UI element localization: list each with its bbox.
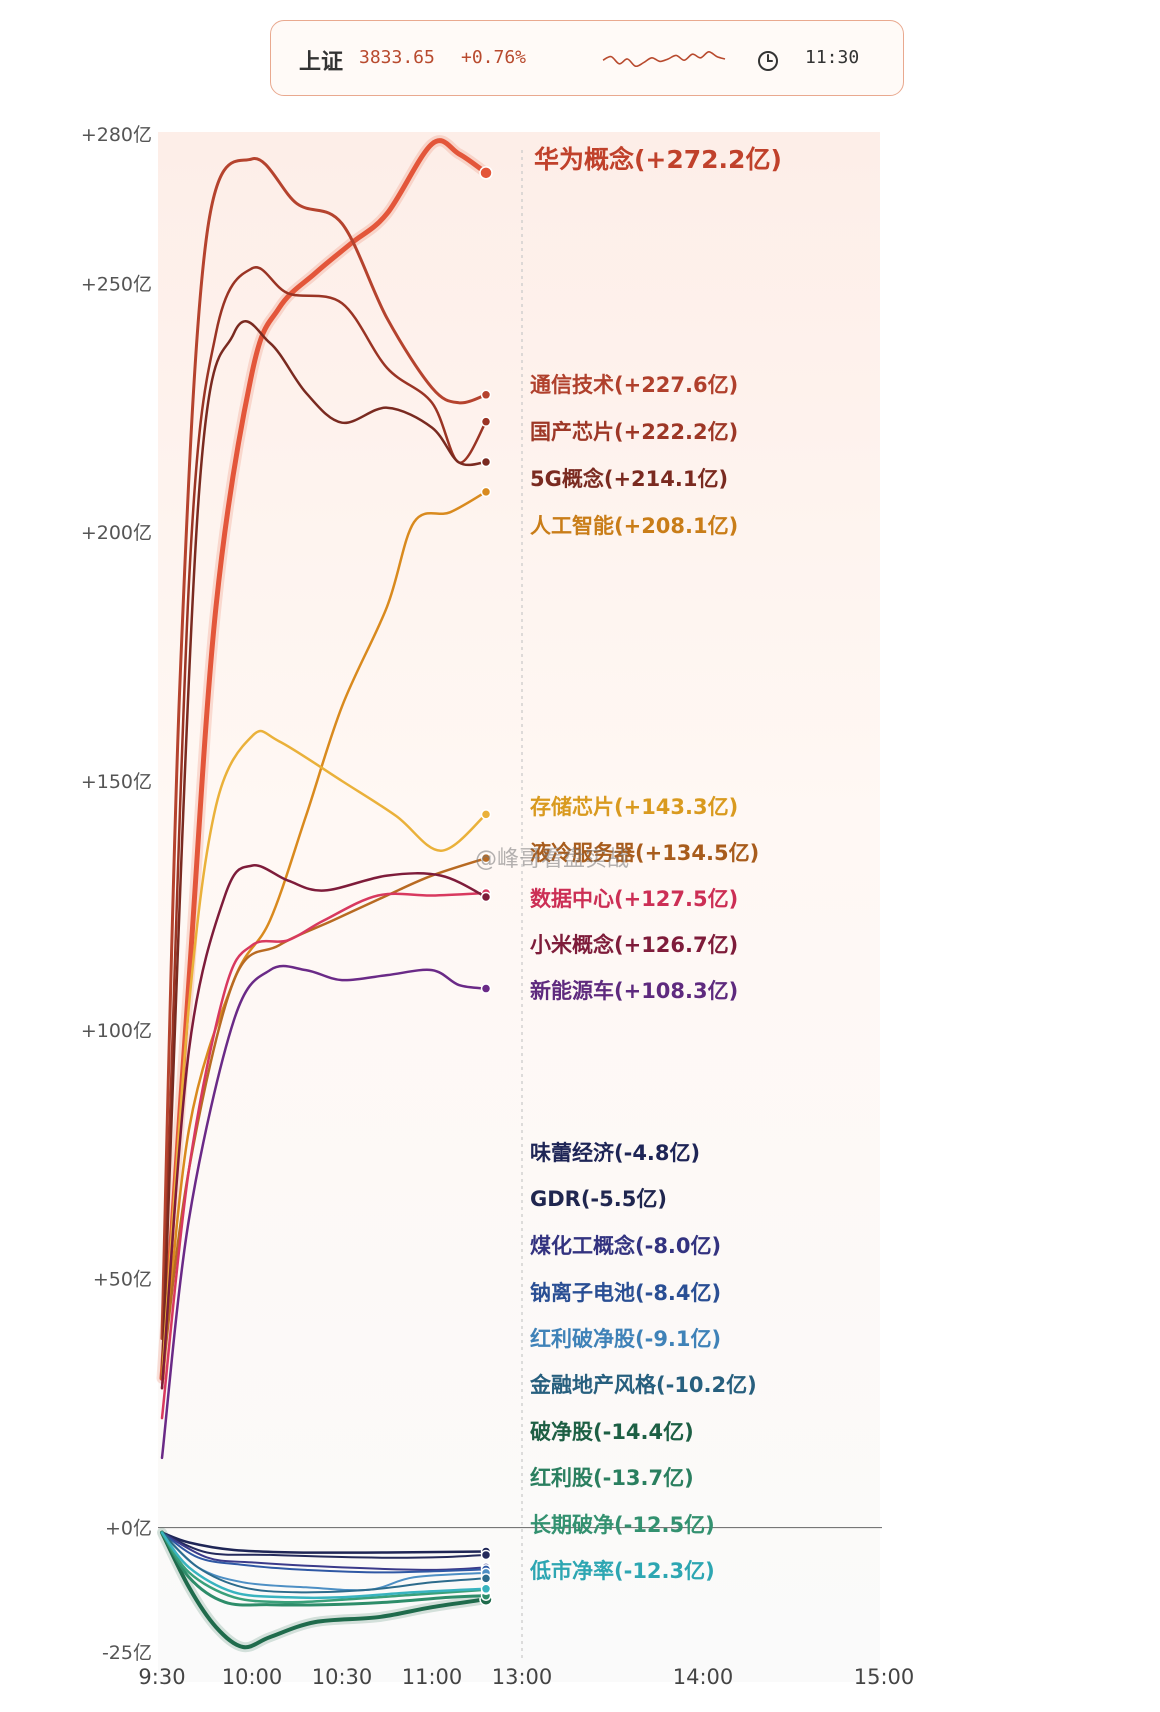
series-line xyxy=(160,157,488,1340)
x-tick-label: 13:00 xyxy=(492,1665,553,1689)
series-label: GDR(-5.5亿) xyxy=(530,1187,667,1211)
series-line xyxy=(161,1531,487,1594)
series-label: 破净股(-14.4亿) xyxy=(530,1420,694,1444)
series-line xyxy=(161,1531,487,1559)
series-endpoint xyxy=(480,1573,492,1584)
series-label: 人工智能(+208.1亿) xyxy=(530,514,738,538)
series-line xyxy=(160,864,488,1390)
series-line xyxy=(160,266,488,1380)
series-line xyxy=(160,891,488,1420)
series-line xyxy=(160,964,488,1460)
y-tick-label: +200亿 xyxy=(81,522,152,544)
series-line xyxy=(160,1531,488,1554)
series-endpoint xyxy=(480,389,492,401)
sparkline-path xyxy=(602,51,726,68)
series-endpoint xyxy=(480,456,492,468)
series-label: 红利股(-13.7亿) xyxy=(530,1466,694,1490)
clock-icon xyxy=(758,51,778,71)
index-name: 上证 xyxy=(299,50,344,75)
series-line xyxy=(160,320,488,1380)
series-line xyxy=(160,1531,488,1607)
current-time: 11:30 xyxy=(805,47,860,68)
plot-background xyxy=(158,132,880,1682)
watermark: @峰哥看盘实战 xyxy=(475,847,629,872)
index-value: 3833.65 xyxy=(359,47,435,68)
series-endpoint xyxy=(479,166,493,180)
series-label: 华为概念(+272.2亿) xyxy=(534,145,782,174)
series-label: 数据中心(+127.5亿) xyxy=(530,887,738,911)
x-tick-label: 14:00 xyxy=(673,1665,734,1689)
series-line xyxy=(160,1531,488,1600)
series-label: 煤化工概念(-8.0亿) xyxy=(530,1234,721,1258)
series-endpoint xyxy=(480,809,492,820)
series-label: 低市净率(-12.3亿) xyxy=(529,1559,715,1583)
series-endpoint xyxy=(480,416,492,427)
series-endpoint xyxy=(480,891,492,903)
series-label: 液冷服务器(+134.5亿) xyxy=(530,841,759,865)
y-tick-label: +250亿 xyxy=(81,273,152,295)
y-tick-label: +150亿 xyxy=(81,771,152,793)
y-tick-label: -25亿 xyxy=(102,1642,152,1664)
series-line xyxy=(160,1530,488,1650)
series-label: 5G概念(+214.1亿) xyxy=(530,467,728,491)
x-tick-label: 15:00 xyxy=(854,1665,915,1689)
series-endpoint xyxy=(480,486,492,498)
series-label: 红利破净股(-9.1亿) xyxy=(530,1327,721,1351)
series-label: 新能源车(+108.3亿) xyxy=(530,979,738,1003)
index-sparkline xyxy=(602,51,726,68)
series-line xyxy=(160,729,488,1380)
series-endpoint xyxy=(480,1583,492,1595)
series-endpoint xyxy=(480,852,492,864)
series-line xyxy=(159,138,489,1381)
series-label: 通信技术(+227.6亿) xyxy=(530,373,738,397)
series-line xyxy=(160,490,488,1390)
series-label: 长期破净(-12.5亿) xyxy=(530,1513,715,1537)
y-tick-label: +0亿 xyxy=(105,1518,152,1540)
series-label: 金融地产风格(-10.2亿) xyxy=(529,1373,757,1397)
series-label: 国产芯片(+222.2亿) xyxy=(530,420,738,444)
series-label: 味蕾经济(-4.8亿) xyxy=(530,1141,700,1165)
series-label: 存储芯片(+143.3亿) xyxy=(530,795,738,819)
series-label: 小米概念(+126.7亿) xyxy=(530,933,738,957)
x-tick-label: 10:00 xyxy=(222,1665,283,1689)
y-tick-label: +100亿 xyxy=(81,1020,152,1042)
index-change: +0.76% xyxy=(461,47,527,68)
y-tick-label: +50亿 xyxy=(93,1269,152,1291)
y-tick-label: +280亿 xyxy=(81,124,152,146)
series-line xyxy=(161,1531,487,1571)
x-tick-label: 11:00 xyxy=(402,1665,463,1689)
series-line xyxy=(160,1531,488,1604)
series-label: 钠离子电池(-8.4亿) xyxy=(530,1281,721,1305)
x-tick-label: 9:30 xyxy=(138,1665,185,1689)
index-ticker: 上证 3833.65 +0.76% 11:30 xyxy=(270,20,904,96)
series-endpoint xyxy=(480,983,492,994)
x-tick-label: 10:30 xyxy=(312,1665,373,1689)
series-endpoint xyxy=(480,1549,492,1561)
series-line xyxy=(161,1531,487,1574)
